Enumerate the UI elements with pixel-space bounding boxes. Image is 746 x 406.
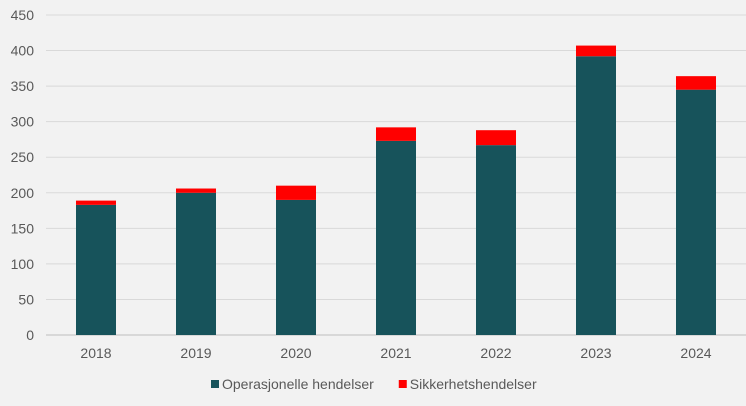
bar-operasjonelle-2022 bbox=[476, 145, 516, 335]
y-tick-label: 150 bbox=[11, 220, 35, 236]
bar-sikkerhet-2023 bbox=[576, 45, 616, 57]
legend-swatch bbox=[211, 380, 219, 388]
y-tick-label: 350 bbox=[11, 78, 35, 94]
bar-sikkerhet-2022 bbox=[476, 130, 516, 146]
bar-sikkerhet-2019 bbox=[176, 188, 216, 193]
y-tick-label: 250 bbox=[11, 149, 35, 165]
y-tick-label: 0 bbox=[26, 327, 34, 343]
x-tick-label: 2021 bbox=[380, 345, 411, 361]
bar-sikkerhet-2020 bbox=[276, 185, 316, 200]
bar-operasjonelle-2019 bbox=[176, 192, 216, 335]
x-tick-label: 2024 bbox=[680, 345, 711, 361]
y-tick-label: 200 bbox=[11, 185, 35, 201]
x-tick-label: 2022 bbox=[480, 345, 511, 361]
legend-swatch bbox=[398, 380, 407, 388]
y-tick-label: 300 bbox=[11, 114, 35, 130]
legend-label: Sikkerhetshendelser bbox=[410, 376, 537, 392]
bar-operasjonelle-2018 bbox=[76, 204, 116, 335]
x-tick-label: 2020 bbox=[280, 345, 311, 361]
y-tick-label: 450 bbox=[11, 7, 35, 23]
legend-label: Operasjonelle hendelser bbox=[222, 376, 374, 392]
y-tick-label: 50 bbox=[18, 291, 34, 307]
x-tick-label: 2023 bbox=[580, 345, 611, 361]
x-tick-label: 2019 bbox=[180, 345, 211, 361]
x-tick-label: 2018 bbox=[80, 345, 111, 361]
bar-sikkerhet-2021 bbox=[376, 127, 416, 141]
bar-operasjonelle-2024 bbox=[676, 89, 716, 336]
bar-sikkerhet-2018 bbox=[76, 200, 116, 205]
y-tick-label: 100 bbox=[11, 256, 35, 272]
bar-operasjonelle-2021 bbox=[376, 140, 416, 335]
y-tick-label: 400 bbox=[11, 43, 35, 59]
bar-operasjonelle-2020 bbox=[276, 199, 316, 335]
bar-sikkerhet-2024 bbox=[676, 76, 716, 90]
bar-operasjonelle-2023 bbox=[576, 56, 616, 335]
